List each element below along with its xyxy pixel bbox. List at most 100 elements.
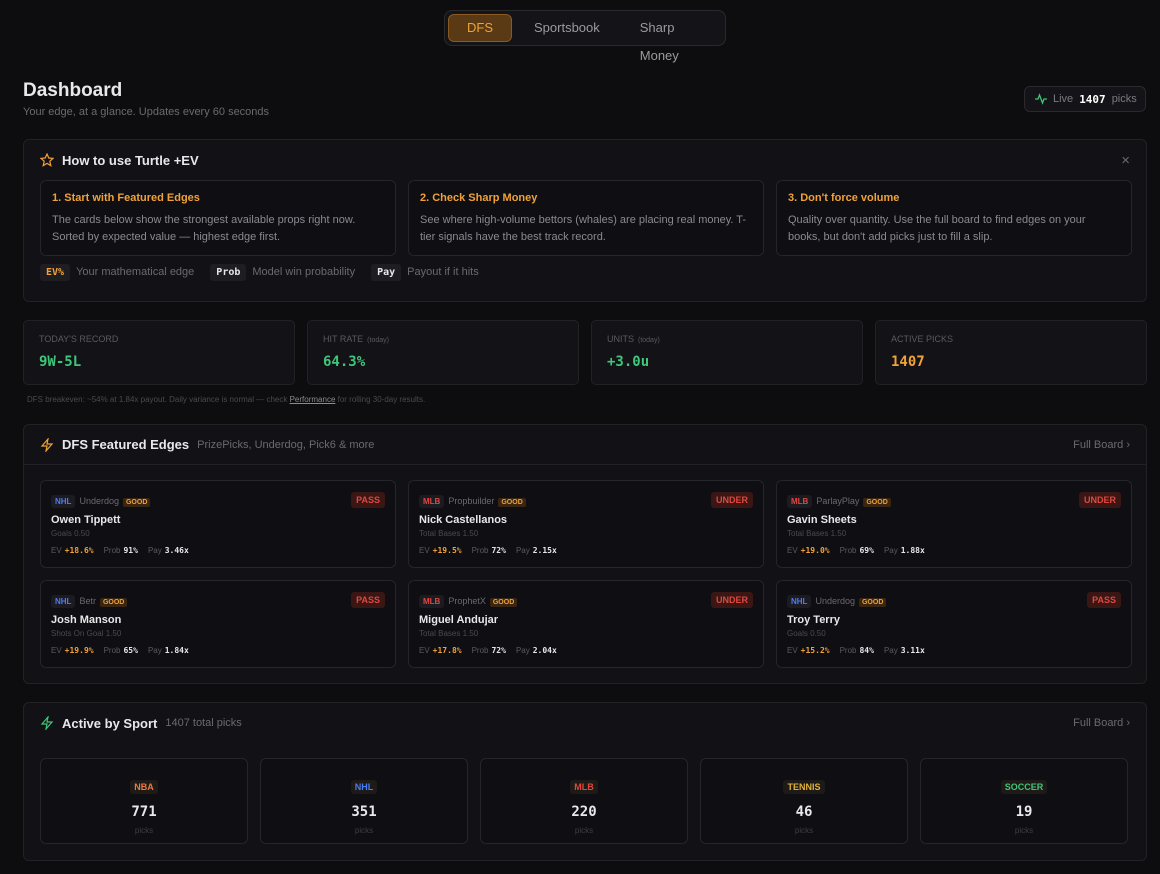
prob-label: Prob	[839, 646, 857, 655]
performance-link[interactable]: Performance	[289, 395, 336, 404]
nav-tab[interactable]: DFS	[448, 14, 512, 42]
pay-value: 3.11x	[900, 646, 925, 655]
book-name: Underdog	[815, 596, 855, 606]
edge-card[interactable]: NHL Underdog GOOD PASS Troy Terry Goals 0.50 E…	[776, 580, 1132, 668]
edge-card[interactable]: NHL Underdog GOOD PASS Owen Tippett Goals 0.5…	[40, 480, 396, 568]
note-text: DFS breakeven: ~54% at 1.84x payout. Dai…	[27, 395, 288, 404]
stat-value: 1407	[891, 354, 925, 370]
ev-value: +15.2%	[800, 646, 830, 655]
page-title: Dashboard	[23, 80, 123, 101]
sport-card[interactable]: NBA 771 picks	[40, 758, 248, 844]
book-name: Propbuilder	[448, 496, 495, 506]
legend-text: Your mathematical edge	[76, 266, 195, 278]
sport-tag: MLB	[787, 495, 813, 508]
side-tag: UNDER	[1078, 492, 1121, 508]
steps: 1. Start with Featured Edges The cards be…	[24, 180, 1146, 256]
edge-card[interactable]: NHL Betr GOOD PASS Josh Manson Shots On Goal …	[40, 580, 396, 668]
pay-value: 2.15x	[532, 546, 557, 555]
nav-tab[interactable]: Sharp Money	[639, 20, 679, 63]
full-board-link[interactable]: Full Board ›	[1073, 717, 1130, 729]
side-tag: PASS	[351, 592, 385, 608]
legend-text: Model win probability	[252, 266, 356, 278]
sport-tag: NHL	[51, 595, 76, 608]
book-name: ProphetX	[448, 596, 486, 606]
sport-card[interactable]: NHL 351 picks	[260, 758, 468, 844]
edge-card[interactable]: MLB ParlayPlay GOOD UNDER Gavin Sheets Total …	[776, 480, 1132, 568]
side-tag: PASS	[351, 492, 385, 508]
step-card: 1. Start with Featured Edges The cards be…	[40, 180, 396, 256]
stat-label-text: ACTIVE PICKS	[891, 334, 954, 344]
legend-item: Prob Model win probability	[210, 264, 356, 281]
sport-tag: TENNIS	[783, 780, 825, 794]
ev-stat: EV +19.0%	[787, 546, 830, 555]
sport-tag-row: SOCCER	[921, 777, 1127, 795]
ev-label: EV	[51, 546, 62, 555]
live-badge: Live 1407 picks	[1024, 86, 1146, 112]
pay-value: 3.46x	[164, 546, 189, 555]
stat-note: (today)	[367, 337, 389, 344]
sport-tag-row: TENNIS	[701, 777, 907, 795]
ev-stat: EV +18.6%	[51, 546, 94, 555]
legend-item: Pay Payout if it hits	[371, 264, 479, 281]
ev-value: +17.8%	[432, 646, 462, 655]
market: Shots On Goal 1.50	[51, 629, 122, 638]
featured-title: DFS Featured Edges	[62, 437, 190, 452]
step-card: 3. Don't force volume Quality over quanti…	[776, 180, 1132, 256]
ev-label: EV	[787, 646, 798, 655]
card-numbers: EV +19.9% Prob 65% Pay 1.84x	[51, 646, 385, 655]
edge-card[interactable]: MLB ProphetX GOOD UNDER Miguel Andujar Total …	[408, 580, 764, 668]
step-title: 1. Start with Featured Edges	[52, 192, 200, 204]
grade-tag: GOOD	[498, 498, 526, 507]
grade-tag: GOOD	[99, 598, 128, 607]
pay-stat: Pay 3.46x	[148, 546, 189, 555]
bolt-icon	[40, 437, 54, 452]
sport-count: 46	[795, 804, 813, 820]
player-name: Troy Terry	[787, 614, 840, 626]
prob-value: 69%	[859, 546, 874, 555]
ev-label: EV	[51, 646, 62, 655]
nav-tabs: DFS Sportsbook Sharp Money	[444, 10, 726, 63]
market: Total Bases 1.50	[419, 629, 479, 638]
sport-card[interactable]: TENNIS 46 picks	[700, 758, 908, 844]
pay-value: 1.88x	[900, 546, 925, 555]
step-title: 2. Check Sharp Money	[420, 192, 538, 204]
prob-label: Prob	[103, 546, 121, 555]
market: Goals 0.50	[787, 629, 826, 638]
stat-label: ACTIVE PICKS	[891, 334, 1131, 344]
player-name: Gavin Sheets	[787, 514, 857, 526]
guide-panel: How to use Turtle +EV × 1. Start with Fe…	[23, 139, 1147, 302]
step-text: Quality over quantity. Use the full boar…	[788, 214, 1086, 243]
bolt-icon	[40, 716, 54, 730]
sport-unit: picks	[134, 826, 154, 835]
prob-value: 72%	[491, 546, 506, 555]
sport-card[interactable]: SOCCER 19 picks	[920, 758, 1128, 844]
step-text: The cards below show the strongest avail…	[52, 214, 356, 243]
grade-tag: GOOD	[863, 498, 891, 507]
player-name: Miguel Andujar	[419, 614, 499, 626]
sport-tag-row: MLB	[481, 777, 687, 795]
market: Total Bases 1.50	[419, 529, 479, 538]
close-button[interactable]: ×	[1121, 151, 1130, 169]
card-meta: NHL Underdog GOOD	[787, 591, 1121, 609]
edge-card[interactable]: MLB Propbuilder GOOD UNDER Nick Castellanos T…	[408, 480, 764, 568]
card-meta: NHL Betr GOOD	[51, 591, 385, 609]
prob-stat: Prob 69%	[840, 546, 874, 555]
prob-value: 91%	[123, 546, 138, 555]
sports-panel: Active by Sport 1407 total picks Full Bo…	[23, 702, 1147, 861]
pay-stat: Pay 2.15x	[516, 546, 557, 555]
card-numbers: EV +17.8% Prob 72% Pay 2.04x	[419, 646, 753, 655]
nav-tab[interactable]: Sportsbook	[534, 20, 600, 35]
book-name: ParlayPlay	[816, 496, 860, 506]
prob-stat: Prob 72%	[472, 546, 506, 555]
sport-tag: NHL	[51, 495, 76, 508]
ev-label: EV	[419, 646, 430, 655]
step-text: See where high-volume bettors (whales) a…	[420, 214, 747, 243]
guide-header: How to use Turtle +EV ×	[24, 140, 1146, 180]
full-board-link[interactable]: Full Board ›	[1073, 438, 1130, 451]
stats-note: DFS breakeven: ~54% at 1.84x payout. Dai…	[27, 395, 425, 404]
side-tag: UNDER	[710, 592, 753, 608]
sport-card[interactable]: MLB 220 picks	[480, 758, 688, 844]
sport-tag: NHL	[787, 595, 812, 608]
prob-stat: Prob 72%	[472, 646, 506, 655]
